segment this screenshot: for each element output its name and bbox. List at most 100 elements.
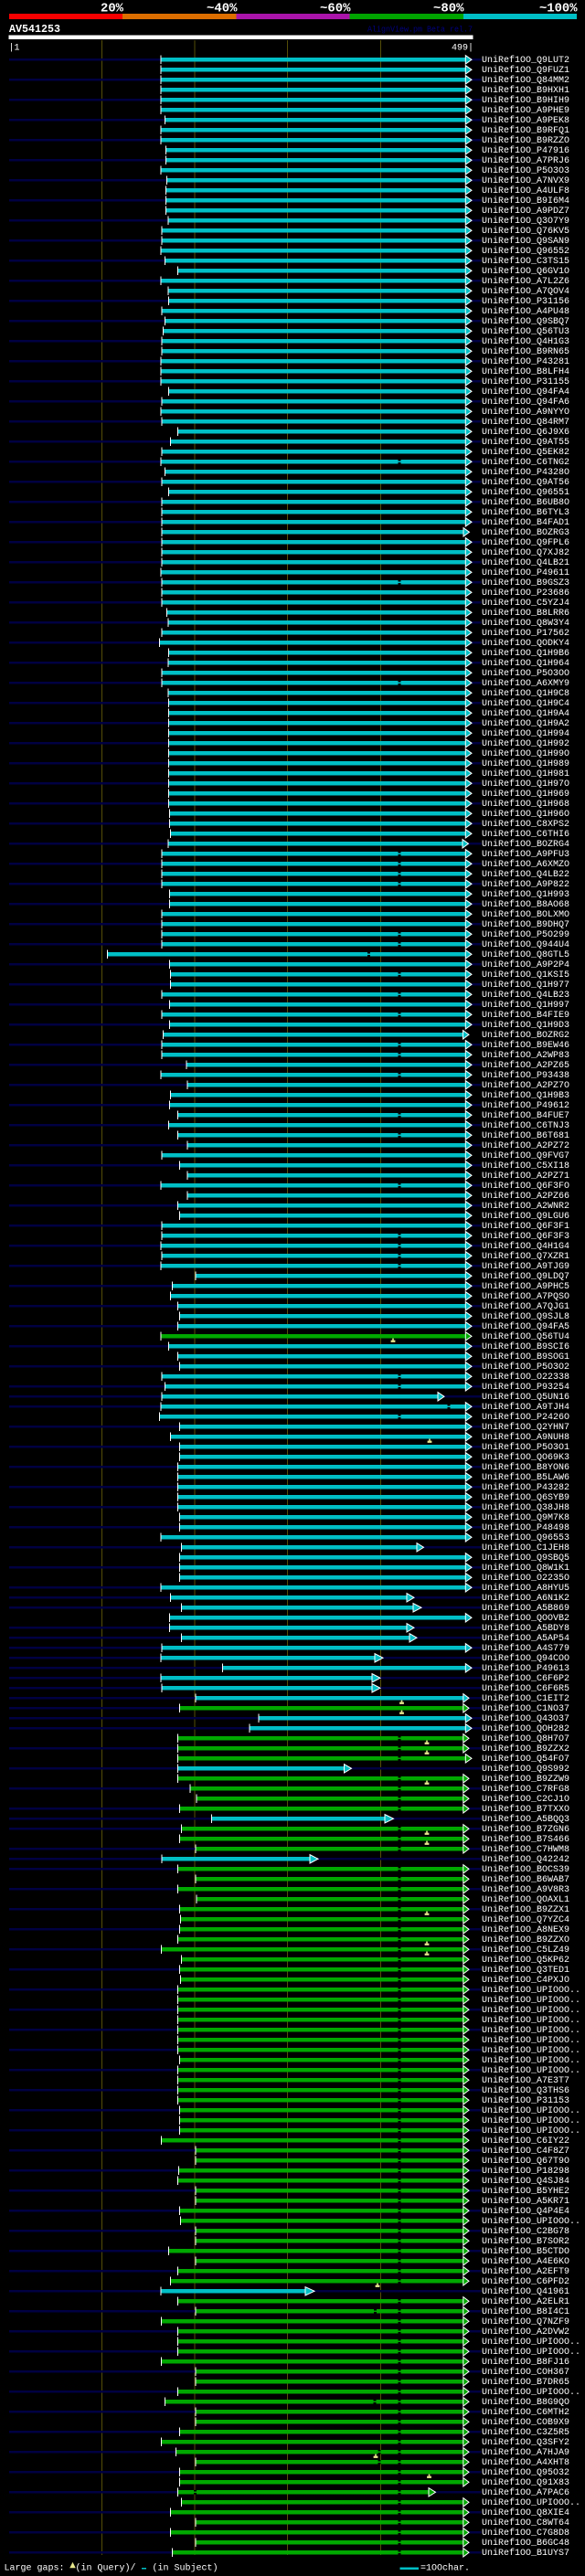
svg-text:UniRef1OO_C6F6P2: UniRef1OO_C6F6P2: [482, 1673, 569, 1684]
svg-text:UniRef1OO_A5KR71: UniRef1OO_A5KR71: [482, 2196, 569, 2207]
svg-text:UniRef1OO_C3Z5R5: UniRef1OO_C3Z5R5: [482, 2427, 569, 2438]
svg-text:UniRef1OO_Q5KP62: UniRef1OO_Q5KP62: [482, 1955, 569, 1966]
svg-text:UniRef1OO_A8NEX9: UniRef1OO_A8NEX9: [482, 1924, 569, 1935]
svg-text:UniRef1OO_P49611: UniRef1OO_P49611: [482, 567, 569, 578]
svg-text:UniRef1OO_B9I6M4: UniRef1OO_B9I6M4: [482, 196, 569, 207]
svg-text:UniRef1OO_C3TS15: UniRef1OO_C3TS15: [482, 256, 569, 267]
svg-text:=1OOchar.: =1OOchar.: [420, 2562, 470, 2573]
svg-text:UniRef1OO_B9HXH1: UniRef1OO_B9HXH1: [482, 85, 569, 96]
svg-text:UniRef1OO_Q4H1G4: UniRef1OO_Q4H1G4: [482, 1241, 569, 1252]
svg-text:UniRef1OO_P17562: UniRef1OO_P17562: [482, 628, 569, 639]
svg-text:UniRef1OO_UPIOOO..: UniRef1OO_UPIOOO..: [482, 2065, 580, 2076]
svg-text:UniRef1OO_Q9S992: UniRef1OO_Q9S992: [482, 1764, 569, 1775]
svg-text:UniRef1OO_Q1KSI5: UniRef1OO_Q1KSI5: [482, 970, 569, 981]
svg-text:UniRef1OO_Q1H9B3: UniRef1OO_Q1H9B3: [482, 1090, 569, 1101]
svg-text:UniRef1OO_A9PEK8: UniRef1OO_A9PEK8: [482, 115, 569, 126]
svg-text:UniRef1OO_BOLXMO: UniRef1OO_BOLXMO: [482, 909, 569, 920]
svg-text:UniRef1OO_P49613: UniRef1OO_P49613: [482, 1663, 569, 1674]
svg-text:UniRef1OO_UPIOOO..: UniRef1OO_UPIOOO..: [482, 2387, 580, 2398]
svg-text:UniRef1OO_B9HIH9: UniRef1OO_B9HIH9: [482, 95, 569, 106]
svg-text:UniRef1OO_C7RFG8: UniRef1OO_C7RFG8: [482, 1784, 569, 1795]
svg-text:UniRef1OO_Q94COO: UniRef1OO_Q94COO: [482, 1653, 569, 1664]
svg-text:UniRef1OO_P18298: UniRef1OO_P18298: [482, 2166, 569, 2177]
svg-text:UniRef1OO_Q1H977: UniRef1OO_Q1H977: [482, 980, 569, 991]
svg-text:~80%: ~80%: [433, 3, 464, 16]
svg-text:(in Query)/: (in Query)/: [76, 2562, 136, 2573]
svg-text:UniRef1OO_Q41961: UniRef1OO_Q41961: [482, 2286, 569, 2297]
svg-text:UniRef1OO_P43282: UniRef1OO_P43282: [482, 1482, 569, 1493]
svg-text:UniRef1OO_UPIOOO..: UniRef1OO_UPIOOO..: [482, 2337, 580, 2348]
svg-text:UniRef1OO_A4XHT8: UniRef1OO_A4XHT8: [482, 2457, 569, 2468]
svg-text:UniRef1OO_BOZRG2: UniRef1OO_BOZRG2: [482, 1030, 569, 1041]
svg-text:UniRef1OO_A7NVX9: UniRef1OO_A7NVX9: [482, 175, 569, 186]
svg-text:UniRef1OO_UPIOOO..: UniRef1OO_UPIOOO..: [482, 2035, 580, 2046]
svg-text:UniRef1OO_COH367: UniRef1OO_COH367: [482, 2367, 569, 2378]
svg-text:UniRef1OO_C7G8D8: UniRef1OO_C7G8D8: [482, 2528, 569, 2539]
svg-text:UniRef1OO_B8YON6: UniRef1OO_B8YON6: [482, 1462, 569, 1473]
svg-text:UniRef1OO_P31153: UniRef1OO_P31153: [482, 2095, 569, 2106]
svg-text:UniRef1OO_B5YHE2: UniRef1OO_B5YHE2: [482, 2186, 569, 2197]
svg-text:UniRef1OO_C6F6R5: UniRef1OO_C6F6R5: [482, 1683, 569, 1694]
svg-text:UniRef1OO_Q7XZR1: UniRef1OO_Q7XZR1: [482, 1251, 569, 1262]
svg-text:UniRef1OO_C1JEH8: UniRef1OO_C1JEH8: [482, 1542, 569, 1553]
svg-text:UniRef1OO_Q1H969: UniRef1OO_Q1H969: [482, 789, 569, 800]
svg-text:UniRef1OO_B9ZZX2: UniRef1OO_B9ZZX2: [482, 1744, 569, 1754]
svg-text:UniRef1OO_P43281: UniRef1OO_P43281: [482, 356, 569, 367]
svg-text:UniRef1OO_P5O3O1: UniRef1OO_P5O3O1: [482, 1442, 569, 1453]
svg-text:UniRef1OO_A9P822: UniRef1OO_A9P822: [482, 879, 569, 890]
svg-text:UniRef1OO_A7PRJ6: UniRef1OO_A7PRJ6: [482, 155, 569, 166]
svg-text:UniRef1OO_A6N1K2: UniRef1OO_A6N1K2: [482, 1593, 569, 1604]
svg-text:~60%: ~60%: [320, 3, 351, 16]
svg-text:UniRef1OO_Q9AT56: UniRef1OO_Q9AT56: [482, 477, 569, 488]
svg-text:UniRef1OO_P49612: UniRef1OO_P49612: [482, 1100, 569, 1111]
svg-text:UniRef1OO_A2WNR2: UniRef1OO_A2WNR2: [482, 1201, 569, 1212]
svg-text:UniRef1OO_B7S466: UniRef1OO_B7S466: [482, 1834, 569, 1845]
svg-text:UniRef1OO_A6XMY9: UniRef1OO_A6XMY9: [482, 678, 569, 689]
svg-text:UniRef1OO_Q9SBQ7: UniRef1OO_Q9SBQ7: [482, 316, 569, 327]
svg-text:UniRef1OO_C6IY22: UniRef1OO_C6IY22: [482, 2136, 569, 2147]
svg-text:UniRef1OO_A5BQQ3: UniRef1OO_A5BQQ3: [482, 1814, 569, 1825]
svg-text:UniRef1OO_B1UYS7: UniRef1OO_B1UYS7: [482, 2548, 569, 2559]
svg-text:UniRef1OO_C7HWM8: UniRef1OO_C7HWM8: [482, 1844, 569, 1855]
svg-text:UniRef1OO_P48498: UniRef1OO_P48498: [482, 1522, 569, 1533]
svg-text:UniRef1OO_Q43O37: UniRef1OO_Q43O37: [482, 1713, 569, 1724]
svg-text:UniRef1OO_B6WAB7: UniRef1OO_B6WAB7: [482, 1874, 569, 1885]
svg-text:UniRef1OO_Q1H96O: UniRef1OO_Q1H96O: [482, 809, 569, 820]
svg-text:UniRef1OO_Q96553: UniRef1OO_Q96553: [482, 1532, 569, 1543]
svg-text:UniRef1OO_A9PDZ7: UniRef1OO_A9PDZ7: [482, 206, 569, 217]
svg-text:UniRef1OO_B6TYL3: UniRef1OO_B6TYL3: [482, 507, 569, 518]
svg-text:UniRef1OO_P93254: UniRef1OO_P93254: [482, 1382, 569, 1393]
svg-text:UniRef1OO_Q944U4: UniRef1OO_Q944U4: [482, 939, 569, 950]
svg-text:AV541253: AV541253: [9, 23, 60, 36]
svg-text:UniRef1OO_P2426O: UniRef1OO_P2426O: [482, 1412, 569, 1423]
svg-text:UniRef1OO_B6GC48: UniRef1OO_B6GC48: [482, 2538, 569, 2549]
svg-text:UniRef1OO_B8G9QO: UniRef1OO_B8G9QO: [482, 2397, 569, 2408]
svg-text:UniRef1OO_Q1H9A4: UniRef1OO_Q1H9A4: [482, 708, 569, 719]
svg-text:UniRef1OO_Q6GV1O: UniRef1OO_Q6GV1O: [482, 266, 569, 277]
svg-text:UniRef1OO_Q3O7Y9: UniRef1OO_Q3O7Y9: [482, 216, 569, 227]
svg-text:UniRef1OO_Q1H992: UniRef1OO_Q1H992: [482, 738, 569, 749]
svg-text:UniRef1OO_Q3TED1: UniRef1OO_Q3TED1: [482, 1965, 569, 1976]
svg-text:UniRef1OO_UPIOOO..: UniRef1OO_UPIOOO..: [482, 1985, 580, 1996]
svg-text:UniRef1OO_Q56TU4: UniRef1OO_Q56TU4: [482, 1331, 569, 1342]
svg-text:UniRef1OO_Q7XJ82: UniRef1OO_Q7XJ82: [482, 547, 569, 558]
svg-text:UniRef1OO_P4328O: UniRef1OO_P4328O: [482, 467, 569, 478]
svg-text:UniRef1OO_B8FJ16: UniRef1OO_B8FJ16: [482, 2357, 569, 2368]
svg-text:UniRef1OO_Q1H997: UniRef1OO_Q1H997: [482, 1000, 569, 1011]
svg-text:UniRef1OO_C2CJ1O: UniRef1OO_C2CJ1O: [482, 1794, 569, 1805]
svg-text:UniRef1OO_A6XMZO: UniRef1OO_A6XMZO: [482, 859, 569, 870]
svg-text:UniRef1OO_Q1H9B6: UniRef1OO_Q1H9B6: [482, 648, 569, 659]
svg-text:UniRef1OO_C8WT64: UniRef1OO_C8WT64: [482, 2518, 569, 2528]
svg-text:UniRef1OO_Q1H9C4: UniRef1OO_Q1H9C4: [482, 698, 569, 709]
svg-text:UniRef1OO_A9PFU3: UniRef1OO_A9PFU3: [482, 849, 569, 860]
svg-text:UniRef1OO_Q8H7O7: UniRef1OO_Q8H7O7: [482, 1733, 569, 1744]
svg-text:UniRef1OO_A2EFT9: UniRef1OO_A2EFT9: [482, 2266, 569, 2277]
svg-text:UniRef1OO_Q6SYB9: UniRef1OO_Q6SYB9: [482, 1492, 569, 1503]
svg-text:UniRef1OO_BOZRG3: UniRef1OO_BOZRG3: [482, 527, 569, 538]
svg-text:UniRef1OO_Q84MM2: UniRef1OO_Q84MM2: [482, 75, 569, 86]
svg-text:UniRef1OO_B9DHQ7: UniRef1OO_B9DHQ7: [482, 919, 569, 930]
svg-text:UniRef1OO_P47916: UniRef1OO_P47916: [482, 145, 569, 156]
svg-text:UniRef1OO_BOZRG4: UniRef1OO_BOZRG4: [482, 839, 569, 850]
svg-text:UniRef1OO_A4PU48: UniRef1OO_A4PU48: [482, 306, 569, 317]
svg-text:UniRef1OO_QODKY4: UniRef1OO_QODKY4: [482, 638, 569, 649]
